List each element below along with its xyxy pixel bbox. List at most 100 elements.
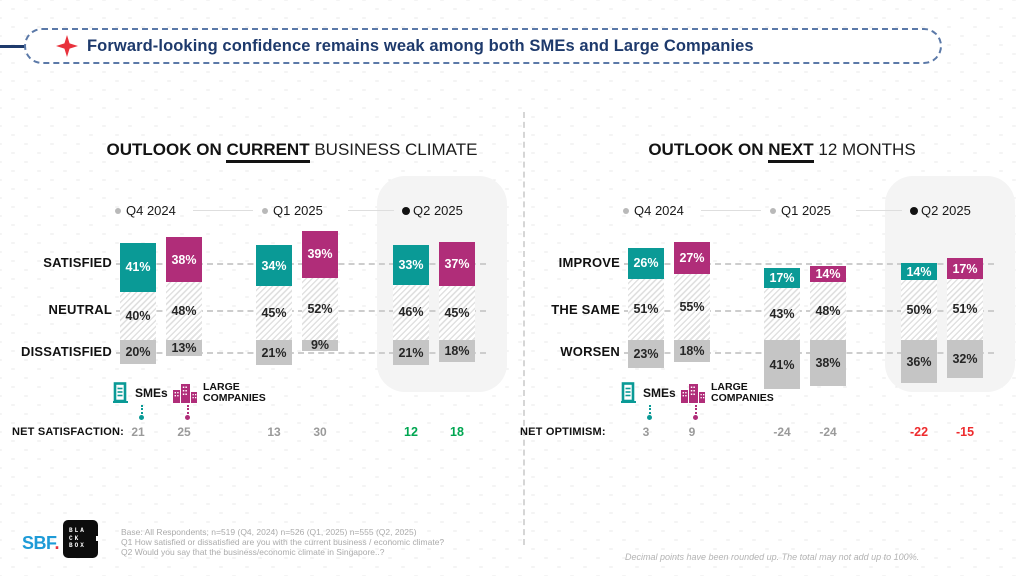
quarter-dot [262,208,268,214]
bar-segment: 43% [764,288,800,340]
value-label: 38% [815,355,841,370]
net-value: 13 [267,425,281,439]
legend: SMEs LARGE COMPANIES [508,382,1020,424]
large-label-line1: LARGE [203,381,240,393]
row-gridline [116,263,486,265]
net-value: 25 [177,425,191,439]
value-label: 38% [171,252,197,267]
bar-segment: 48% [166,282,202,340]
quarter-dot [770,208,776,214]
net-value: -15 [955,425,975,439]
value-label: 45% [444,305,470,320]
large-companies-building-icon [681,384,705,403]
value-label: 21% [261,345,287,360]
row-gridline [116,352,486,354]
bar-segment: 34% [256,245,292,286]
quarter-label: Q4 2024 [126,203,176,218]
smes-building-icon [113,382,128,403]
bar-large-companies: 14% 48% 38% [810,265,846,386]
bar-segment: 17% [764,268,800,289]
bar-large-companies: 27% 55% 18% [674,241,710,362]
bar-segment: 32% [947,339,983,379]
chart-title: OUTLOOK ON CURRENT BUSINESS CLIMATE [0,140,512,163]
plot-area: Q4 2024 Q1 2025 Q2 2025 SATISFIED NEUTRAL DIS… [0,130,512,465]
bar-segment: 37% [439,241,475,286]
large-label-line2: COMPANIES [711,391,774,404]
row-gridline [624,310,994,312]
bar-smes: 17% 43% 41% [764,268,800,390]
row-label: DISSATISFIED [20,344,112,359]
sme-column-pin-dot [139,415,144,420]
value-label: 36% [906,354,932,369]
row-label: IMPROVE [558,255,620,270]
value-label: 41% [769,357,795,372]
row-label: WORSEN [560,344,620,359]
value-label: 14% [906,264,932,279]
legend: SMEs LARGE COMPANIES [0,382,512,424]
chart-next-12-months: OUTLOOK ON NEXT 12 MONTHS Q4 2024 Q1 2025… [508,130,1020,465]
net-value: -24 [773,425,791,439]
chart-current-climate: OUTLOOK ON CURRENT BUSINESS CLIMATE Q4 2… [0,130,512,465]
blackbox-logo: BLA CK BOX [63,520,99,558]
quarter-dot [910,207,918,215]
value-label: 33% [398,257,424,272]
quarter-connector [348,210,394,211]
value-label: 32% [952,352,978,367]
large-column-pin-dot [693,415,698,420]
bar-segment: 41% [764,339,800,390]
quarter-connector [193,210,253,211]
bar-large-companies: 38% 48% 13% [166,236,202,356]
bar-segment: 36% [901,339,937,384]
bar-smes: 26% 51% 23% [628,247,664,368]
chart-title-bold: OUTLOOK ON [106,140,222,159]
bar-segment: 52% [302,277,338,340]
value-label: 20% [125,344,151,359]
base-note-line3: Q2 Would you say that the business/econo… [121,547,385,557]
chart-title-bold: OUTLOOK ON [648,140,764,159]
value-label: 39% [307,247,333,262]
bar-segment: 51% [628,278,664,340]
bar-segment: 33% [393,245,429,285]
bar-segment: 20% [120,339,156,364]
bar-segment: 13% [166,339,202,356]
net-value: 9 [688,425,696,439]
value-label: 46% [398,305,424,320]
sbf-logo-text: SBF [22,533,55,553]
bar-smes: 14% 50% 36% [901,263,937,384]
smes-legend-label: SMEs [643,386,676,400]
net-value: -22 [909,425,929,439]
bar-smes: 33% 46% 21% [393,245,429,366]
bar-large-companies: 17% 51% 32% [947,258,983,379]
bar-segment: 14% [901,263,937,280]
value-label: 48% [815,304,841,319]
rounding-note: Decimal points have been rounded up. The… [625,552,920,562]
bar-segment: 9% [302,338,338,352]
large-column-pin [695,405,697,414]
bar-segment: 55% [674,273,710,340]
bar-segment: 39% [302,230,338,278]
bar-segment: 45% [439,285,475,340]
bar-segment: 27% [674,241,710,274]
chart-title-rest: BUSINESS CLIMATE [314,140,478,159]
value-label: 23% [633,346,659,361]
bar-segment: 41% [120,242,156,292]
base-note-line2: Q1 How satisfied or dissatisfied are you… [121,537,445,547]
row-label: THE SAME [551,302,620,317]
value-label: 26% [633,256,659,271]
base-note: Base: All Respondents; n=519 (Q4, 2024) … [121,527,444,557]
bar-segment: 23% [628,339,664,368]
row-label: SATISFIED [43,255,112,270]
net-value: 18 [450,425,464,439]
large-label-line1: LARGE [711,381,748,393]
net-satisfaction-label: NET SATISFACTION: [12,426,124,438]
value-label: 18% [444,343,470,358]
base-note-line1: Base: All Respondents; n=519 (Q4, 2024) … [121,527,417,537]
value-label: 51% [952,302,978,317]
value-label: 52% [307,301,333,316]
sbf-logo-dot: . [54,533,60,553]
large-column-pin [187,405,189,414]
net-value: 30 [313,425,327,439]
value-label: 18% [679,343,705,358]
quarter-dot [115,208,121,214]
bar-segment: 21% [256,339,292,366]
